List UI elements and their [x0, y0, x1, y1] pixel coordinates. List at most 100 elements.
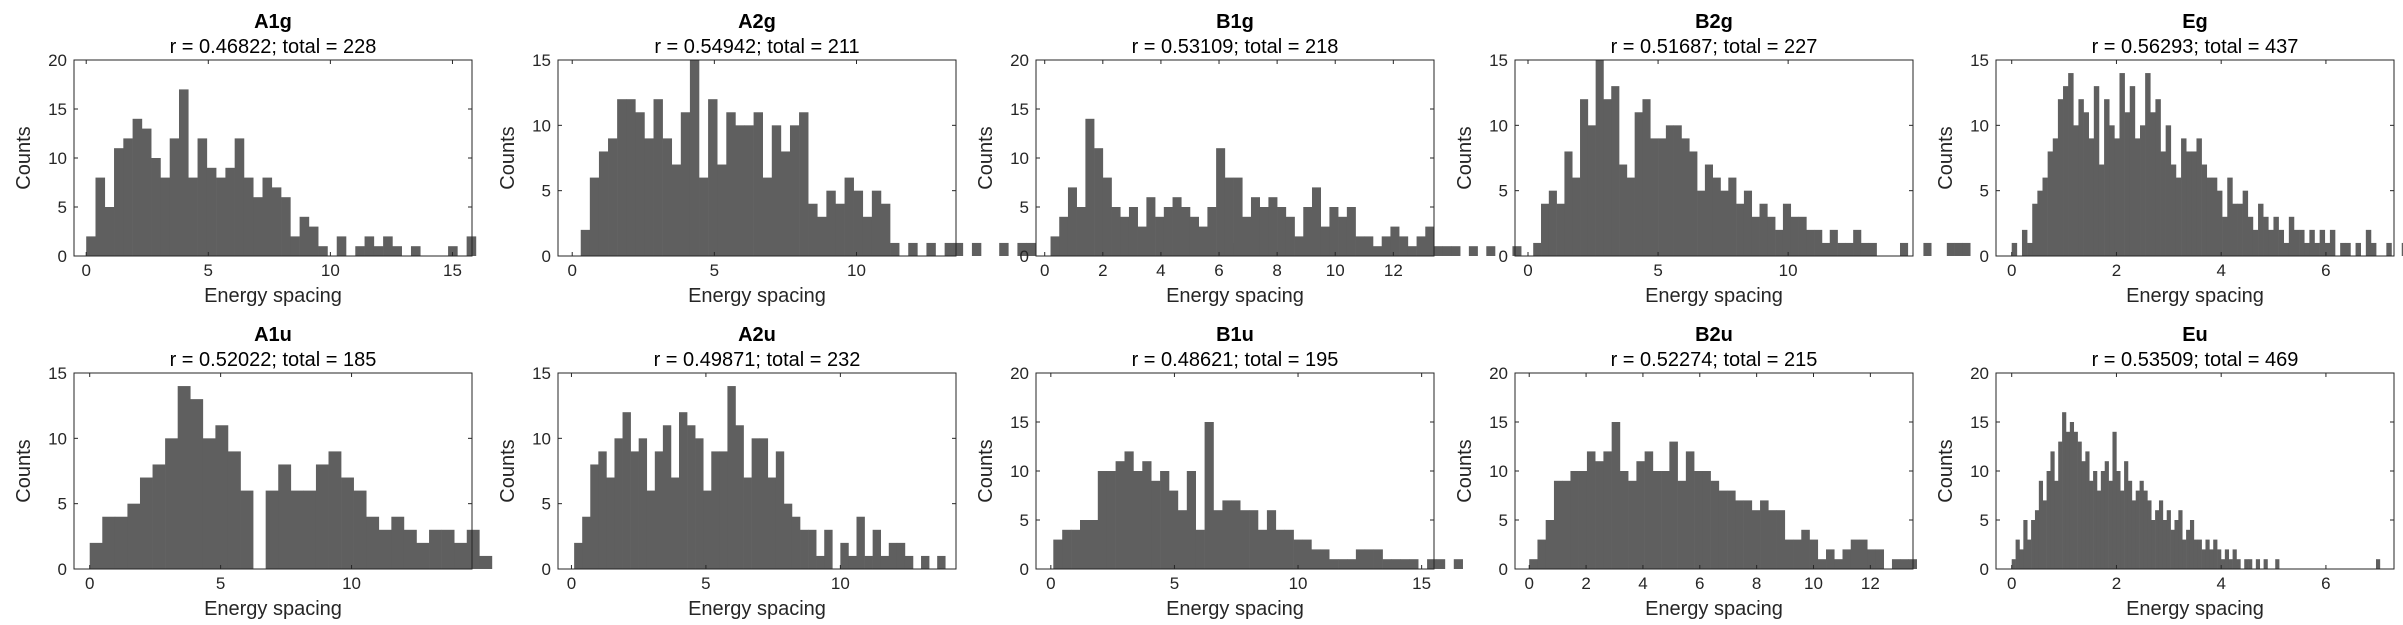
- histogram-bar: [2131, 500, 2137, 569]
- histogram-bar: [1642, 99, 1651, 256]
- histogram-bar: [888, 542, 898, 569]
- histogram-bar: [1784, 539, 1794, 569]
- histogram-bar: [234, 138, 245, 256]
- x-tick-label: 0: [2007, 261, 2016, 280]
- histogram-bar: [2247, 216, 2254, 256]
- histogram-bar: [2228, 559, 2233, 569]
- histogram-bar: [104, 207, 115, 256]
- histogram-bar: [2304, 242, 2310, 256]
- histogram-bar: [102, 516, 116, 569]
- histogram-bar: [271, 187, 282, 256]
- chart-title: A2u: [738, 324, 776, 346]
- histogram-bar: [429, 529, 442, 569]
- histogram-bar: [1250, 197, 1260, 256]
- histogram-bar: [735, 425, 744, 569]
- histogram-bar: [1284, 529, 1294, 569]
- histogram-bar: [1533, 242, 1542, 256]
- bars-b1u: [1053, 422, 1463, 569]
- histogram-bar: [2206, 177, 2213, 256]
- histogram-bar: [479, 555, 493, 569]
- histogram-bar: [1094, 148, 1104, 256]
- histogram-bar: [1320, 549, 1330, 569]
- histogram-bar: [1172, 197, 1182, 256]
- histogram-bar: [1776, 510, 1786, 569]
- histogram-bar: [1435, 559, 1446, 569]
- histogram-bar: [853, 190, 864, 256]
- histogram-bar: [2104, 461, 2109, 569]
- histogram-bar: [253, 197, 263, 256]
- histogram-bar: [378, 529, 392, 569]
- histogram-bar: [2227, 177, 2233, 256]
- histogram-bar: [2047, 151, 2054, 256]
- histogram-bar: [638, 438, 648, 569]
- y-axis-label: Counts: [975, 126, 997, 189]
- histogram-bar: [708, 99, 718, 256]
- y-tick-label: 10: [1970, 116, 1989, 135]
- histogram-bar: [448, 246, 458, 256]
- histogram-bar: [1102, 177, 1112, 256]
- histogram-bar: [2170, 164, 2177, 256]
- histogram-bar: [2124, 112, 2131, 257]
- histogram-bar: [265, 490, 279, 569]
- histogram-bar: [197, 138, 208, 256]
- histogram-bar: [2355, 242, 2361, 256]
- histogram-bar: [971, 242, 982, 256]
- histogram-bar: [2032, 203, 2038, 256]
- histogram-bar: [2027, 539, 2032, 569]
- x-tick-label: 10: [831, 574, 850, 593]
- histogram-bar: [262, 177, 273, 256]
- histogram-bar: [1240, 510, 1250, 569]
- axes-box: [1995, 59, 2395, 257]
- histogram-bar: [315, 464, 329, 569]
- y-axis-label: Counts: [497, 126, 519, 189]
- histogram-bar: [1751, 510, 1761, 569]
- histogram-bar: [1954, 242, 1963, 256]
- histogram-bar: [290, 236, 300, 256]
- histogram-bar: [2114, 138, 2120, 256]
- histogram-bar: [1759, 203, 1768, 256]
- histogram-bar: [1416, 236, 1426, 256]
- histogram-bar: [654, 451, 664, 569]
- histogram-bar: [2324, 242, 2331, 256]
- x-axis-label: Energy spacing: [204, 598, 342, 620]
- histogram-bar: [2232, 549, 2237, 569]
- histogram-bar: [2252, 229, 2259, 256]
- histogram-bar: [753, 112, 763, 257]
- chart-subtitle: r = 0.56293; total = 437: [2092, 36, 2299, 58]
- histogram-bar: [662, 138, 673, 256]
- histogram-bar: [202, 438, 216, 569]
- histogram-bar: [1128, 207, 1138, 256]
- histogram-bar: [2189, 520, 2195, 569]
- histogram-bar: [1681, 138, 1690, 256]
- histogram-bar: [1329, 207, 1339, 256]
- histogram-bar: [2278, 229, 2285, 256]
- histogram-bar: [1817, 559, 1827, 569]
- y-axis-label: Counts: [497, 439, 519, 502]
- histogram-bar: [2069, 422, 2075, 569]
- histogram-bar: [160, 177, 171, 256]
- x-tick-label: 4: [2216, 574, 2225, 593]
- histogram-bar: [767, 477, 777, 569]
- histogram-bar: [844, 177, 854, 256]
- y-axis-label: Counts: [1454, 439, 1476, 502]
- histogram-bar: [2283, 242, 2290, 256]
- histogram-bar: [2386, 242, 2392, 256]
- histogram-bar: [2063, 86, 2069, 256]
- histogram-bar: [1572, 177, 1581, 256]
- histogram-bar: [227, 451, 241, 569]
- histogram-bar: [1669, 441, 1678, 569]
- histogram-bar: [2119, 73, 2125, 256]
- histogram-bar: [689, 60, 700, 256]
- histogram-bar: [2345, 242, 2351, 256]
- histogram-bar: [1658, 138, 1667, 256]
- histogram-bar: [1611, 86, 1620, 256]
- histogram-bar: [2196, 138, 2202, 256]
- histogram-bar: [1266, 510, 1277, 569]
- panel-a2g: 0 5 10 0 5 10 15 A2g r = 0.54942; total = 211 Ene…: [497, 11, 1237, 307]
- histogram-bar: [2015, 539, 2020, 569]
- histogram-bar: [1085, 118, 1095, 256]
- histogram-bar: [908, 242, 918, 256]
- x-tick-label: 10: [1289, 574, 1308, 593]
- histogram-bar: [2237, 203, 2243, 256]
- histogram-bar: [896, 542, 906, 569]
